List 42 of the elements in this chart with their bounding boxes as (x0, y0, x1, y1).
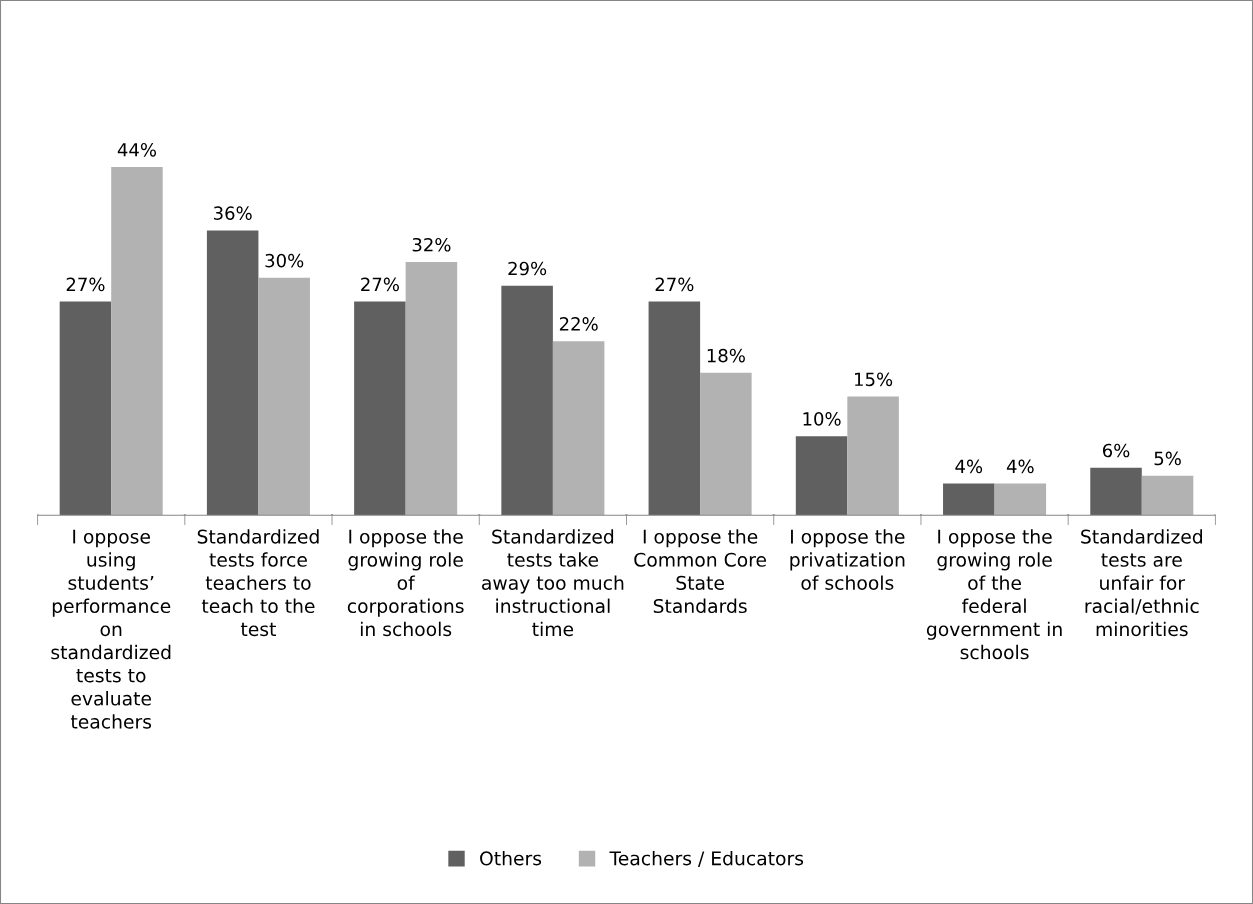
data-label: 6% (1102, 443, 1130, 458)
bar (501, 285, 553, 516)
data-label: 36% (213, 206, 252, 220)
data-label: 4% (955, 459, 983, 474)
data-label: 22% (559, 317, 598, 331)
data-label: 18% (707, 348, 745, 363)
data-label: 32% (412, 237, 451, 252)
bar (59, 301, 112, 516)
category-label: I oppose using students’ performance on standardized tests to evaluate teachers (51, 529, 171, 729)
x-tick-label: Standardized tests take away too much instructional time (482, 529, 624, 637)
data-label: 29% (508, 261, 547, 276)
data-label: 27% (655, 277, 694, 292)
legend-label: Teachers / Educators (609, 850, 804, 867)
bar (258, 277, 310, 516)
bar (1090, 467, 1142, 516)
legend-label: Others (480, 850, 542, 866)
data-label: 30% (265, 253, 304, 268)
bar (994, 483, 1047, 516)
bar (1141, 475, 1194, 516)
data-label: 15% (855, 372, 893, 387)
bar (552, 341, 605, 516)
x-tick-label: I oppose the Common Core State Standards (634, 529, 767, 614)
data-label: 27% (66, 277, 105, 292)
data-label: 5% (1154, 451, 1181, 466)
bar (847, 396, 899, 516)
bar (405, 262, 458, 516)
bar (354, 301, 406, 516)
bar (943, 483, 995, 516)
data-label: 27% (361, 277, 399, 292)
data-label: 10% (803, 412, 841, 426)
data-label: 4% (1006, 459, 1034, 474)
x-tick-label: Standardized tests are unfair for racial/ethnic minorities (1081, 529, 1202, 637)
bar (795, 436, 848, 516)
x-tick-label: I oppose the growing role of the federal government in schools (926, 529, 1062, 660)
bar (206, 230, 259, 516)
data-label: 44% (117, 142, 157, 157)
bar (111, 167, 163, 516)
x-tick-label: Standardized tests force teachers to teach to the test (197, 529, 319, 637)
bar (648, 301, 701, 516)
x-tick-label: I oppose the privatization of schools (790, 529, 905, 590)
bar (700, 372, 752, 516)
x-tick-label: I oppose the growing role of corporations in schools (347, 529, 464, 637)
